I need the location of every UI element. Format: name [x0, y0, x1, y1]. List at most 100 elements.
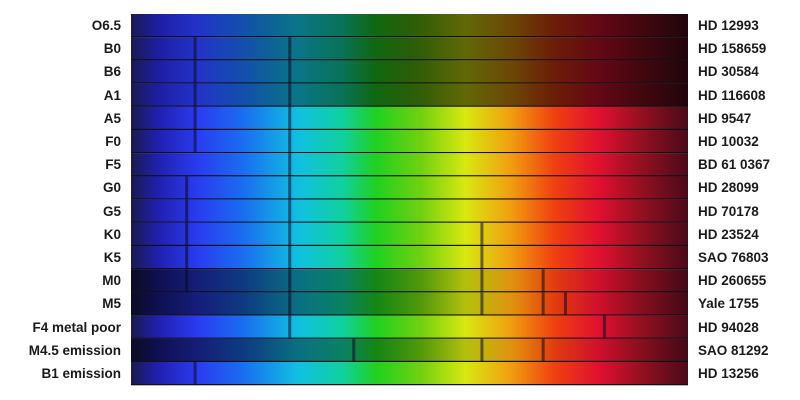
absorption-line: [288, 315, 292, 339]
absorption-line: [288, 37, 292, 61]
star-id-label: HD 116608: [698, 87, 766, 103]
spectral-class-label: G5: [102, 203, 121, 219]
spectrum-strip: [131, 269, 688, 293]
star-id-label: HD 260655: [698, 273, 767, 289]
spectrum-shading: [131, 338, 688, 362]
spectrum-band: [131, 222, 688, 246]
absorption-line: [480, 338, 484, 362]
strip-separator: [131, 82, 688, 84]
spectrum-strip: [131, 199, 688, 223]
strip-separator: [131, 314, 688, 316]
star-id-label: Yale 1755: [698, 296, 759, 312]
absorption-line: [288, 199, 292, 223]
absorption-line: [185, 199, 189, 223]
absorption-line: [288, 176, 292, 200]
spectrum-band: [131, 199, 688, 223]
absorption-line: [193, 37, 197, 61]
spectral-class-label: M0: [102, 273, 121, 289]
strip-separator: [131, 337, 688, 339]
spectrum-shading: [131, 269, 688, 293]
absorption-line: [288, 292, 292, 316]
absorption-line: [288, 130, 292, 154]
spectrum-shading: [131, 60, 688, 84]
spectrum-band: [131, 176, 688, 200]
absorption-line: [541, 338, 545, 362]
spectrum-shading: [131, 14, 688, 38]
star-id-label: HD 158659: [698, 41, 767, 57]
spectrum-band: [131, 362, 688, 386]
star-id-label: HD 94028: [698, 319, 759, 335]
spectrum-strip: [131, 362, 688, 386]
spectral-class-label: O6.5: [91, 18, 121, 33]
spectra-strips: [131, 14, 688, 386]
absorption-line: [480, 269, 484, 293]
star-id-label: HD 30584: [698, 64, 759, 80]
star-id-label: HD 10032: [698, 134, 759, 149]
strip-separator: [131, 128, 688, 130]
spectrum-strip: [131, 130, 688, 154]
spectrum-strip: [131, 338, 688, 362]
strip-separator: [131, 268, 688, 270]
spectrum-strip: [131, 176, 688, 200]
absorption-line: [480, 222, 484, 246]
strip-separator: [131, 59, 688, 61]
absorption-line: [288, 246, 292, 270]
absorption-line: [193, 130, 197, 154]
star-id-label: BD 61 0367: [698, 157, 771, 173]
star-id-label: HD 70178: [698, 203, 759, 219]
spectrum-band: [131, 106, 688, 130]
spectrum-strip: [131, 83, 688, 107]
spectrum-strip: [131, 315, 688, 339]
strip-separator: [131, 360, 688, 362]
absorption-line: [185, 176, 189, 200]
spectral-class-label: B6: [103, 64, 121, 80]
absorption-line: [288, 60, 292, 84]
spectrum-strip: [131, 14, 688, 38]
star-id-label: HD 23524: [698, 226, 759, 242]
spectrum-strip: [131, 106, 688, 130]
spectrum-strip: [131, 37, 688, 61]
absorption-line: [563, 292, 567, 316]
absorption-line: [602, 315, 606, 339]
strip-separator: [131, 244, 688, 246]
strip-separator: [131, 152, 688, 154]
spectrum-strip: [131, 246, 688, 270]
absorption-line: [193, 60, 197, 84]
absorption-line: [288, 106, 292, 130]
absorption-line: [541, 269, 545, 293]
star-id-label: SAO 81292: [698, 342, 769, 358]
spectral-class-label: M4.5 emission: [28, 342, 121, 358]
star-id-label: HD 9547: [698, 110, 752, 126]
absorption-line: [352, 338, 356, 362]
spectral-class-label: G0: [102, 180, 121, 196]
absorption-line: [185, 222, 189, 246]
strip-separator: [131, 291, 688, 293]
absorption-line: [480, 246, 484, 270]
spectral-class-label: F5: [105, 157, 121, 173]
star-id-label: HD 13256: [698, 366, 759, 381]
strip-separator: [131, 221, 688, 223]
strip-separator: [131, 384, 688, 386]
absorption-line: [185, 246, 189, 270]
spectral-class-label: K0: [103, 226, 121, 242]
spectrum-shading: [131, 37, 688, 61]
spectrum-strip: [131, 222, 688, 246]
spectrum-band: [131, 130, 688, 154]
strip-separator: [131, 175, 688, 177]
spectrum-band: [131, 315, 688, 339]
star-id-label: SAO 76803: [698, 250, 769, 265]
spectral-class-label: F4 metal poor: [32, 319, 121, 335]
spectral-class-label: B0: [103, 41, 121, 57]
absorption-line: [541, 292, 545, 316]
absorption-line: [193, 83, 197, 107]
spectrum-band: [131, 153, 688, 177]
absorption-line: [288, 222, 292, 246]
spectrum-shading: [131, 292, 688, 316]
strip-separator: [131, 198, 688, 200]
absorption-line: [288, 153, 292, 177]
spectrum-strip: [131, 60, 688, 84]
star-id-label: HD 12993: [698, 18, 759, 33]
spectrum-strip: [131, 153, 688, 177]
absorption-line: [193, 362, 197, 386]
spectrum-shading: [131, 83, 688, 107]
